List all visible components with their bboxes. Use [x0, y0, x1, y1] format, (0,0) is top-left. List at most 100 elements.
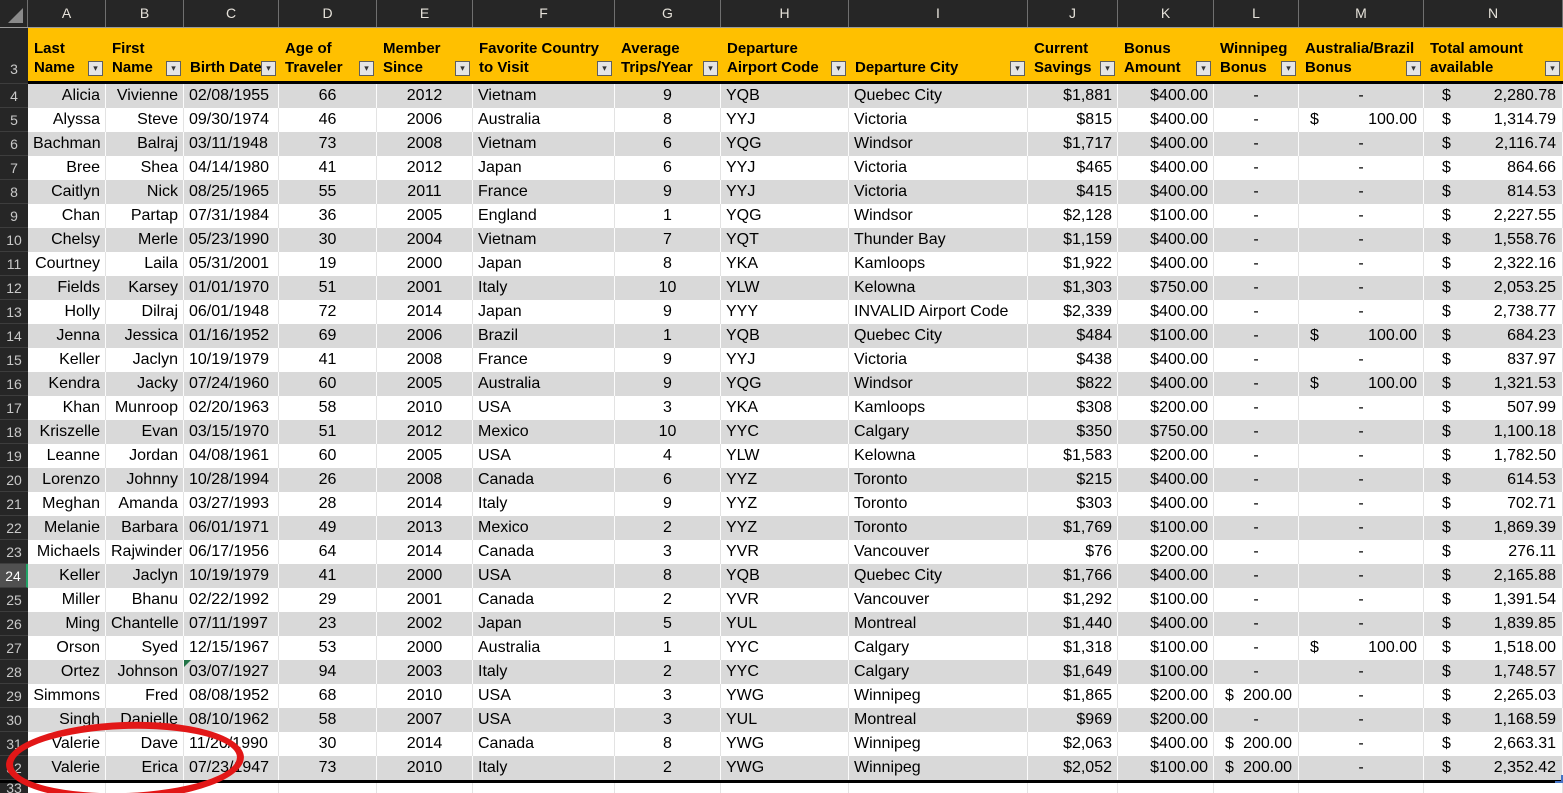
cell-M26[interactable]: -: [1299, 612, 1424, 636]
cell-A25[interactable]: Miller: [28, 588, 106, 612]
filter-button-trips[interactable]: ▾: [703, 61, 718, 76]
cell-C5[interactable]: 09/30/1974: [184, 108, 279, 132]
cell-L13[interactable]: -: [1214, 300, 1299, 324]
cell-B9[interactable]: Partap: [106, 204, 184, 228]
cell-H32[interactable]: YWG: [721, 756, 849, 780]
cell-H11[interactable]: YKA: [721, 252, 849, 276]
cell-K21[interactable]: $400.00: [1118, 492, 1214, 516]
cell-H30[interactable]: YUL: [721, 708, 849, 732]
cell-F16[interactable]: Australia: [473, 372, 615, 396]
cell-N23[interactable]: $276.11: [1424, 540, 1563, 564]
row-header-25[interactable]: 25: [0, 588, 28, 612]
cell-A11[interactable]: Courtney: [28, 252, 106, 276]
cell-M18[interactable]: -: [1299, 420, 1424, 444]
cell-A26[interactable]: Ming: [28, 612, 106, 636]
cell-B19[interactable]: Jordan: [106, 444, 184, 468]
cell-I9[interactable]: Windsor: [849, 204, 1028, 228]
cell-M8[interactable]: -: [1299, 180, 1424, 204]
row-header-20[interactable]: 20: [0, 468, 28, 492]
cell-I11[interactable]: Kamloops: [849, 252, 1028, 276]
cell-K4[interactable]: $400.00: [1118, 84, 1214, 108]
cell-I27[interactable]: Calgary: [849, 636, 1028, 660]
cell-I13[interactable]: INVALID Airport Code: [849, 300, 1028, 324]
cell-D7[interactable]: 41: [279, 156, 377, 180]
cell-B21[interactable]: Amanda: [106, 492, 184, 516]
cell-A20[interactable]: Lorenzo: [28, 468, 106, 492]
cell-H12[interactable]: YLW: [721, 276, 849, 300]
row-header-18[interactable]: 18: [0, 420, 28, 444]
cell-F11[interactable]: Japan: [473, 252, 615, 276]
cell-L7[interactable]: -: [1214, 156, 1299, 180]
cell-K5[interactable]: $400.00: [1118, 108, 1214, 132]
row-header-27[interactable]: 27: [0, 636, 28, 660]
cell-H31[interactable]: YWG: [721, 732, 849, 756]
cell-B24[interactable]: Jaclyn: [106, 564, 184, 588]
cell-M25[interactable]: -: [1299, 588, 1424, 612]
cell-L5[interactable]: -: [1214, 108, 1299, 132]
cell-F18[interactable]: Mexico: [473, 420, 615, 444]
cell-N29[interactable]: $2,265.03: [1424, 684, 1563, 708]
cell-H10[interactable]: YQT: [721, 228, 849, 252]
cell-H18[interactable]: YYC: [721, 420, 849, 444]
cell-B6[interactable]: Balraj: [106, 132, 184, 156]
cell-N30[interactable]: $1,168.59: [1424, 708, 1563, 732]
cell-N8[interactable]: $814.53: [1424, 180, 1563, 204]
cell-L28[interactable]: -: [1214, 660, 1299, 684]
cell-D28[interactable]: 94: [279, 660, 377, 684]
cell-C24[interactable]: 10/19/1979: [184, 564, 279, 588]
cell-L12[interactable]: -: [1214, 276, 1299, 300]
cell-K8[interactable]: $400.00: [1118, 180, 1214, 204]
cell-H15[interactable]: YYJ: [721, 348, 849, 372]
cell-M4[interactable]: -: [1299, 84, 1424, 108]
cell-L18[interactable]: -: [1214, 420, 1299, 444]
cell-B5[interactable]: Steve: [106, 108, 184, 132]
cell-N12[interactable]: $2,053.25: [1424, 276, 1563, 300]
cell-A24[interactable]: Keller: [28, 564, 106, 588]
cell-A5[interactable]: Alyssa: [28, 108, 106, 132]
cell-B10[interactable]: Merle: [106, 228, 184, 252]
row-header-9[interactable]: 9: [0, 204, 28, 228]
cell-G6[interactable]: 6: [615, 132, 721, 156]
cell-A29[interactable]: Simmons: [28, 684, 106, 708]
cell-B12[interactable]: Karsey: [106, 276, 184, 300]
cell-K13[interactable]: $400.00: [1118, 300, 1214, 324]
cell-L11[interactable]: -: [1214, 252, 1299, 276]
column-header-M[interactable]: M: [1299, 0, 1424, 27]
cell-G31[interactable]: 8: [615, 732, 721, 756]
cell-E11[interactable]: 2000: [377, 252, 473, 276]
cell-C20[interactable]: 10/28/1994: [184, 468, 279, 492]
cell-L24[interactable]: -: [1214, 564, 1299, 588]
cell-K24[interactable]: $400.00: [1118, 564, 1214, 588]
cell-F4[interactable]: Vietnam: [473, 84, 615, 108]
cell-D10[interactable]: 30: [279, 228, 377, 252]
row-header-22[interactable]: 22: [0, 516, 28, 540]
cell-I17[interactable]: Kamloops: [849, 396, 1028, 420]
cell-N11[interactable]: $2,322.16: [1424, 252, 1563, 276]
cell-J11[interactable]: $1,922: [1028, 252, 1118, 276]
cell-F27[interactable]: Australia: [473, 636, 615, 660]
cell-F32[interactable]: Italy: [473, 756, 615, 780]
filter-button-country[interactable]: ▾: [597, 61, 612, 76]
cell-B28[interactable]: Johnson: [106, 660, 184, 684]
cell-I7[interactable]: Victoria: [849, 156, 1028, 180]
cell-K9[interactable]: $100.00: [1118, 204, 1214, 228]
cell-G28[interactable]: 2: [615, 660, 721, 684]
cell-A21[interactable]: Meghan: [28, 492, 106, 516]
column-header-E[interactable]: E: [377, 0, 473, 27]
cell-G12[interactable]: 10: [615, 276, 721, 300]
row-header-4[interactable]: 4: [0, 84, 28, 108]
row-header-32[interactable]: 32: [0, 756, 28, 780]
cell-C9[interactable]: 07/31/1984: [184, 204, 279, 228]
cell-I23[interactable]: Vancouver: [849, 540, 1028, 564]
row-header-15[interactable]: 15: [0, 348, 28, 372]
cell-G26[interactable]: 5: [615, 612, 721, 636]
cell-G33[interactable]: [615, 780, 721, 793]
cell-A16[interactable]: Kendra: [28, 372, 106, 396]
cell-D15[interactable]: 41: [279, 348, 377, 372]
cell-J5[interactable]: $815: [1028, 108, 1118, 132]
row-header-30[interactable]: 30: [0, 708, 28, 732]
cell-M19[interactable]: -: [1299, 444, 1424, 468]
cell-N7[interactable]: $864.66: [1424, 156, 1563, 180]
cell-G9[interactable]: 1: [615, 204, 721, 228]
cell-M7[interactable]: -: [1299, 156, 1424, 180]
